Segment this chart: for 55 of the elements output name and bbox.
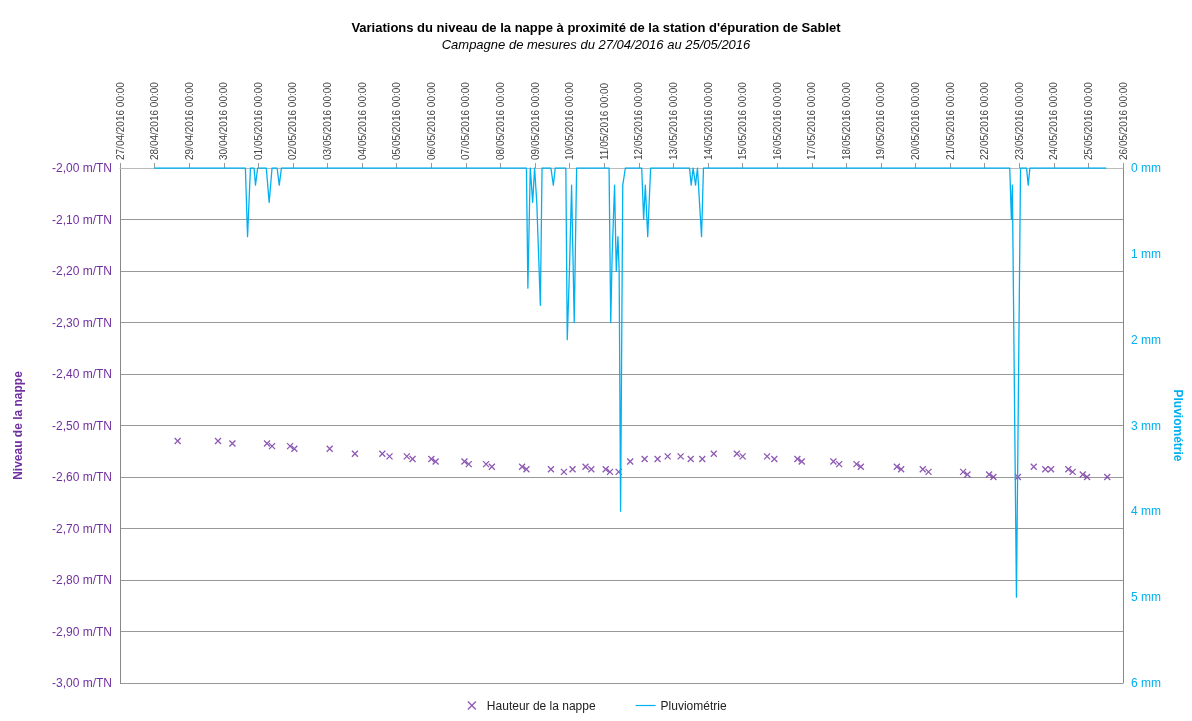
- x-tick-label: 14/05/2016 00:00: [702, 81, 714, 160]
- y-tick-label: -2,90 m/TN: [51, 624, 112, 639]
- y-tick-label: -2,40 m/TN: [51, 367, 112, 381]
- x-tick-label: 11/05/2016 00:00: [598, 82, 610, 160]
- x-tick-label: 02/05/2016 00:00: [287, 81, 299, 160]
- y2-tick-label: 5 mm: [1131, 590, 1162, 605]
- y2-axis-title: Pluviométrie: [1171, 389, 1185, 462]
- x-tick-label: 10/05/2016 00:00: [564, 81, 576, 160]
- x-tick-label: 27/04/2016 00:00: [114, 81, 126, 160]
- y-tick-label: -2,60 m/TN: [51, 470, 112, 484]
- x-tick-label: 24/05/2016 00:00: [1048, 81, 1060, 160]
- y2-tick-label: 3 mm: [1131, 418, 1162, 433]
- y-tick-label: -2,80 m/TN: [51, 573, 112, 587]
- line-series: [153, 167, 1107, 598]
- x-tick-label: 17/05/2016 00:00: [806, 81, 818, 160]
- x-tick-label: 29/04/2016 00:00: [183, 81, 195, 160]
- x-tick-label: 01/05/2016 00:00: [252, 81, 264, 160]
- y-tick-label: -2,20 m/TN: [51, 264, 112, 278]
- y2-tick-label: 0 mm: [1131, 161, 1162, 175]
- x-tick-label: 08/05/2016 00:00: [494, 81, 506, 160]
- legend-label: Pluviométrie: [660, 698, 727, 713]
- x-tick-label: 22/05/2016 00:00: [979, 81, 991, 160]
- chart-subtitle: Campagne de mesures du 27/04/2016 au 25/05/2016: [441, 37, 752, 52]
- y2-tick-label: 4 mm: [1131, 504, 1162, 519]
- x-tick-label: 07/05/2016 00:00: [460, 81, 472, 160]
- x-tick-label: 03/05/2016 00:00: [322, 81, 334, 160]
- y-tick-label: -2,30 m/TN: [51, 315, 112, 330]
- x-tick-label: 28/04/2016 00:00: [149, 81, 161, 160]
- y-tick-label: -2,00 m/TN: [51, 161, 112, 175]
- x-tick-label: 04/05/2016 00:00: [356, 81, 368, 160]
- legend-label: Hauteur de la nappe: [486, 698, 596, 713]
- x-tick-label: 09/05/2016 00:00: [529, 81, 541, 160]
- y-tick-label: -3,00 m/TN: [51, 676, 112, 690]
- y-tick-label: -2,50 m/TN: [51, 418, 112, 433]
- x-tick-label: 12/05/2016 00:00: [633, 81, 645, 160]
- x-tick-label: 30/04/2016 00:00: [218, 81, 230, 160]
- y-tick-label: -2,10 m/TN: [51, 212, 112, 227]
- x-tick-label: 18/05/2016 00:00: [840, 81, 852, 160]
- x-tick-label: 25/05/2016 00:00: [1083, 81, 1095, 160]
- x-tick-label: 21/05/2016 00:00: [944, 81, 956, 160]
- chart-title: Variations du niveau de la nappe à proximité de la station d'épuration de Sablet: [351, 20, 842, 35]
- x-tick-label: 05/05/2016 00:00: [391, 81, 403, 160]
- x-tick-label: 23/05/2016 00:00: [1013, 81, 1025, 160]
- y2-tick-label: 2 mm: [1131, 332, 1162, 347]
- x-tick-label: 06/05/2016 00:00: [425, 81, 437, 160]
- y2-tick-label: 6 mm: [1131, 676, 1162, 690]
- y-tick-label: -2,70 m/TN: [51, 521, 112, 536]
- y-axis-title: Niveau de la nappe: [11, 370, 25, 480]
- x-tick-label: 15/05/2016 00:00: [737, 81, 749, 160]
- x-tick-label: 26/05/2016 00:00: [1117, 81, 1129, 160]
- x-tick-label: 20/05/2016 00:00: [910, 81, 922, 160]
- x-tick-label: 13/05/2016 00:00: [667, 81, 679, 160]
- x-tick-label: 16/05/2016 00:00: [771, 81, 783, 160]
- x-tick-label: 19/05/2016 00:00: [875, 81, 887, 160]
- y2-tick-label: 1 mm: [1131, 246, 1162, 261]
